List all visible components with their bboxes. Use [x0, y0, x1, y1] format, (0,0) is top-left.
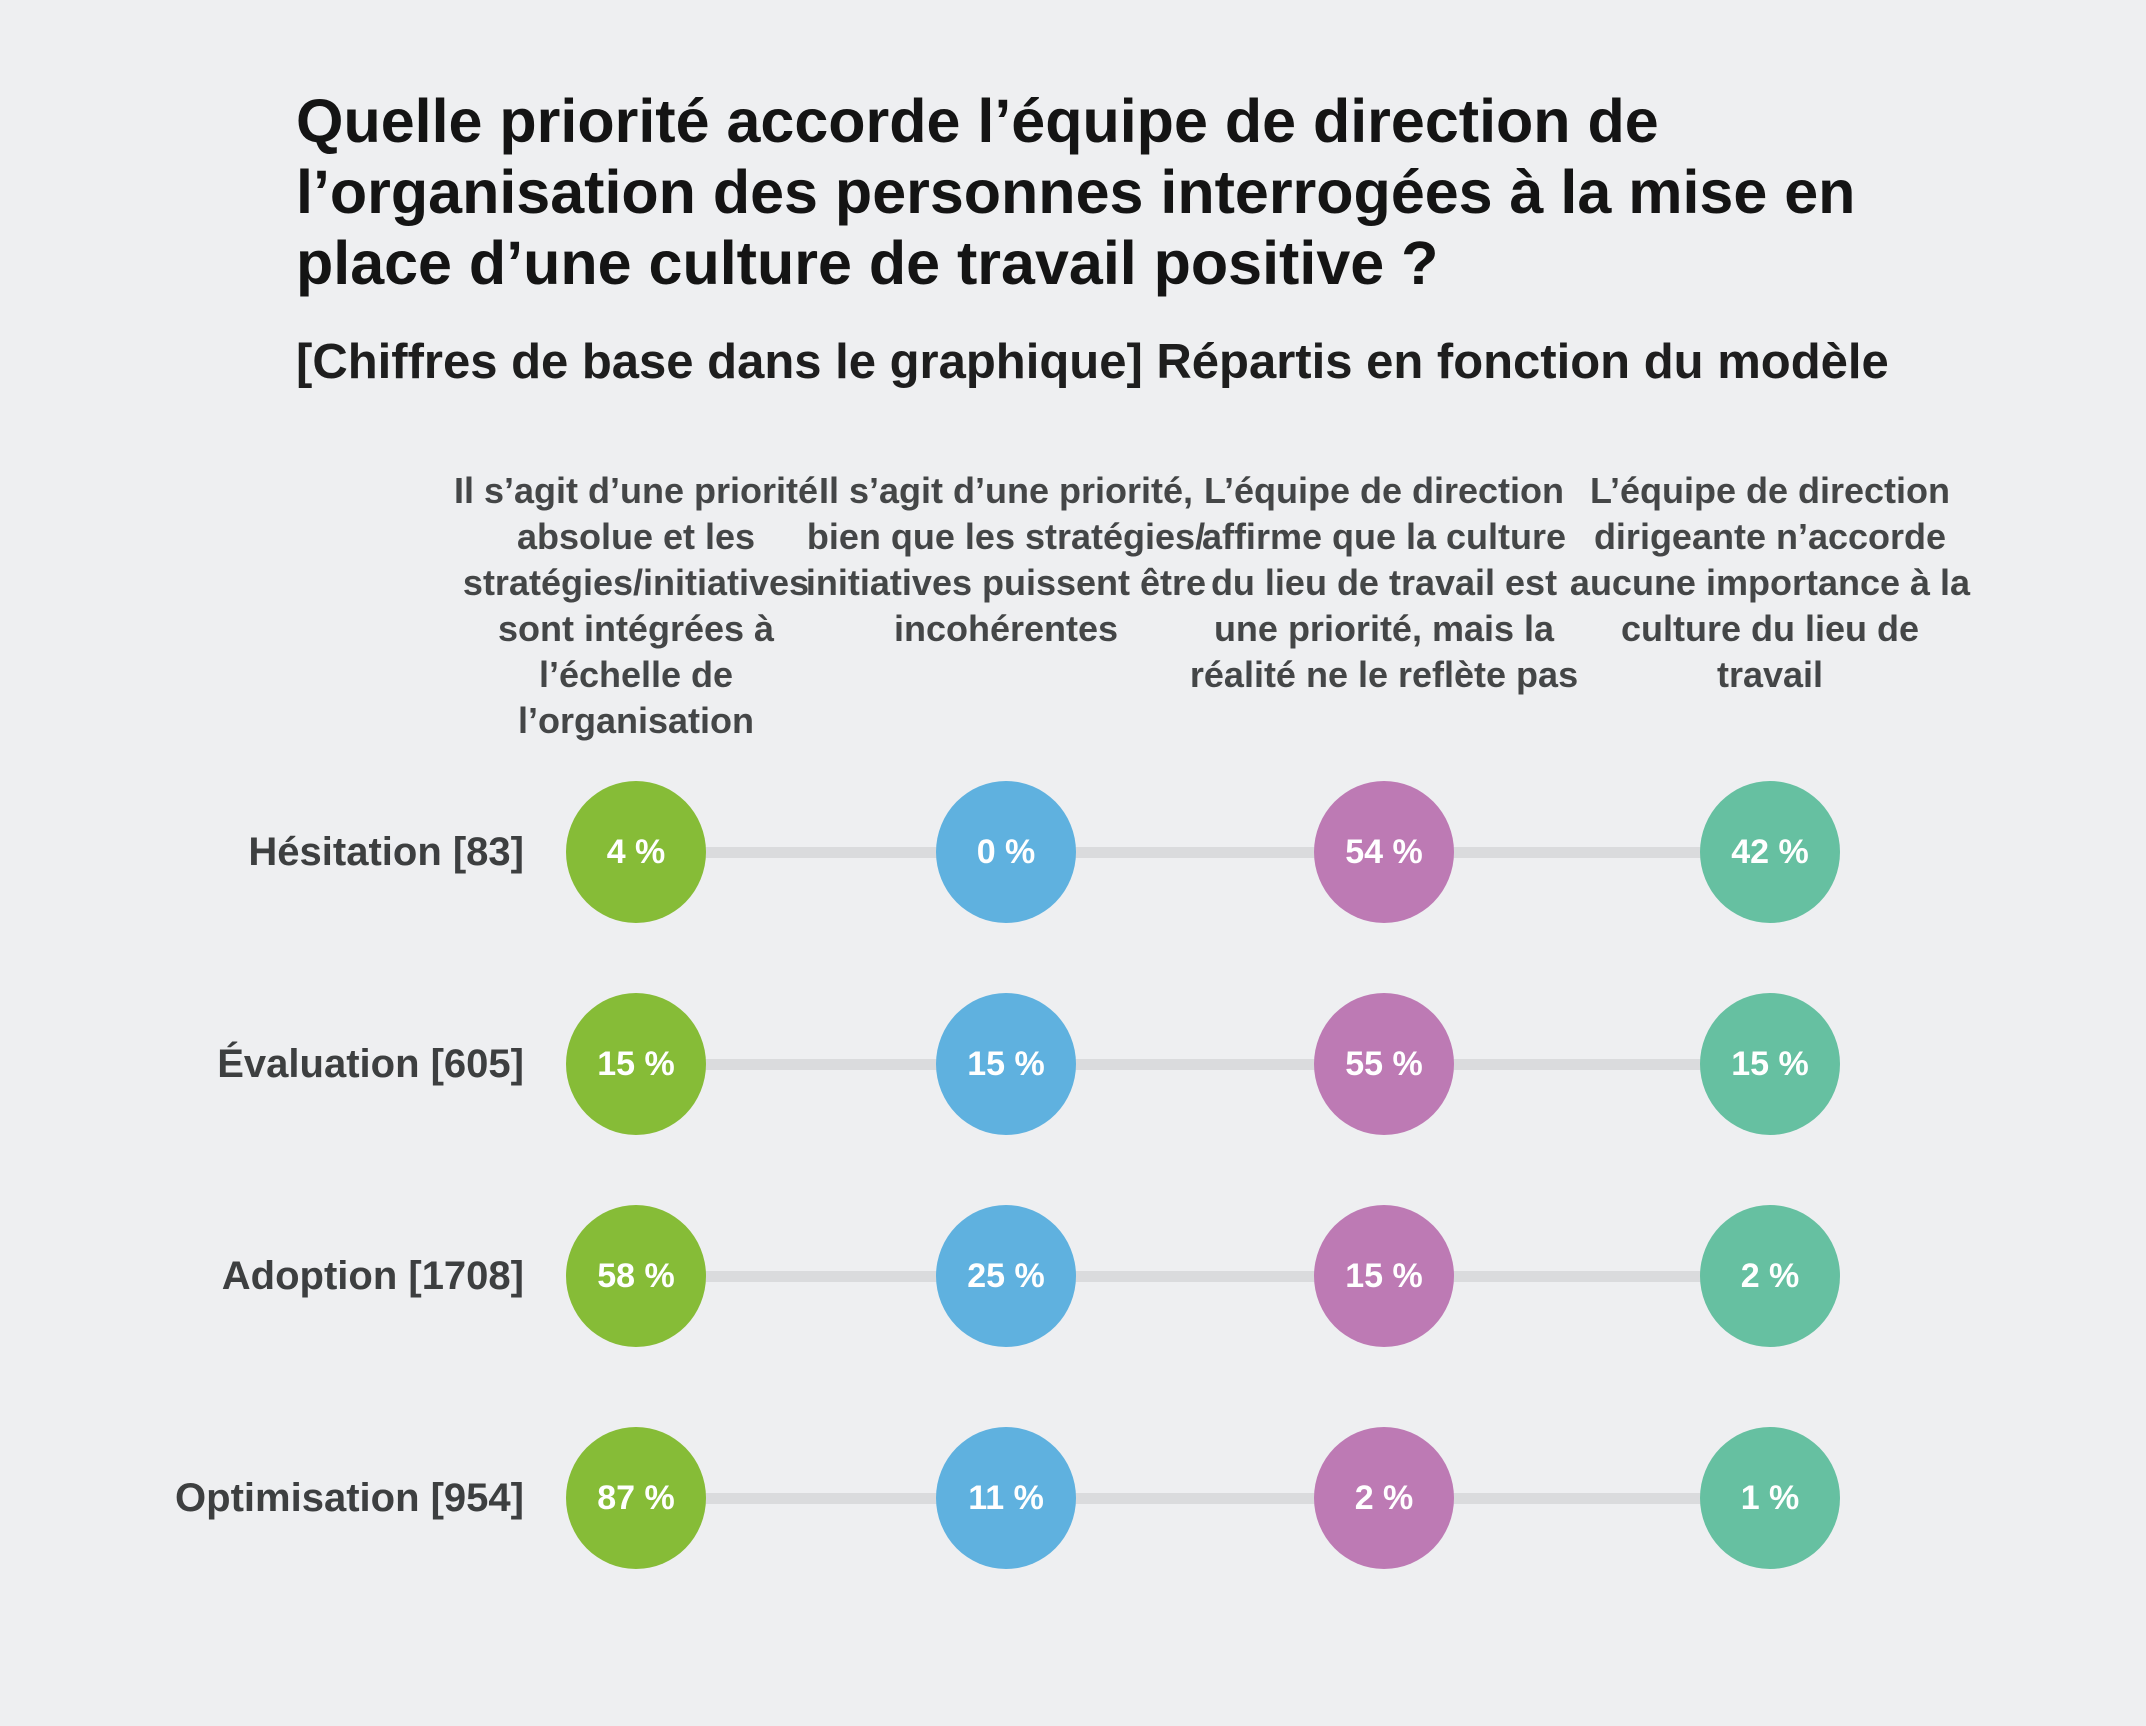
value-circle: 0 % — [936, 781, 1076, 923]
chart-title: Quelle priorité accorde l’équipe de dire… — [296, 87, 1856, 297]
chart-subtitle: [Chiffres de base dans le graphique] Rép… — [296, 335, 1889, 389]
value-circle: 58 % — [566, 1205, 706, 1347]
column-header-3: L’équipe de direction affirme que la cul… — [1189, 470, 1579, 695]
row-track-line — [636, 847, 1768, 858]
value-circle: 15 % — [936, 993, 1076, 1135]
value-circle: 4 % — [566, 781, 706, 923]
value-circle: 42 % — [1700, 781, 1840, 923]
row-track-line — [636, 1059, 1768, 1070]
value-circle: 87 % — [566, 1427, 706, 1569]
row-label: Hésitation [83] — [248, 830, 524, 874]
column-header-4: L’équipe de direction dirigeante n’accor… — [1569, 470, 1971, 695]
value-circle: 55 % — [1314, 993, 1454, 1135]
column-header-2: Il s’agit d’une priorité, bien que les s… — [805, 470, 1207, 649]
column-header-1: Il s’agit d’une priorité absolue et les … — [453, 470, 819, 741]
value-circle: 1 % — [1700, 1427, 1840, 1569]
row-label: Évaluation [605] — [217, 1042, 524, 1086]
row-track-line — [636, 1271, 1768, 1282]
value-circle: 25 % — [936, 1205, 1076, 1347]
row-track-line — [636, 1493, 1768, 1504]
value-circle: 54 % — [1314, 781, 1454, 923]
value-circle: 11 % — [936, 1427, 1076, 1569]
value-circle: 2 % — [1314, 1427, 1454, 1569]
row-label: Optimisation [954] — [175, 1476, 524, 1520]
value-circle: 2 % — [1700, 1205, 1840, 1347]
row-label: Adoption [1708] — [221, 1254, 524, 1298]
value-circle: 15 % — [566, 993, 706, 1135]
value-circle: 15 % — [1314, 1205, 1454, 1347]
value-circle: 15 % — [1700, 993, 1840, 1135]
